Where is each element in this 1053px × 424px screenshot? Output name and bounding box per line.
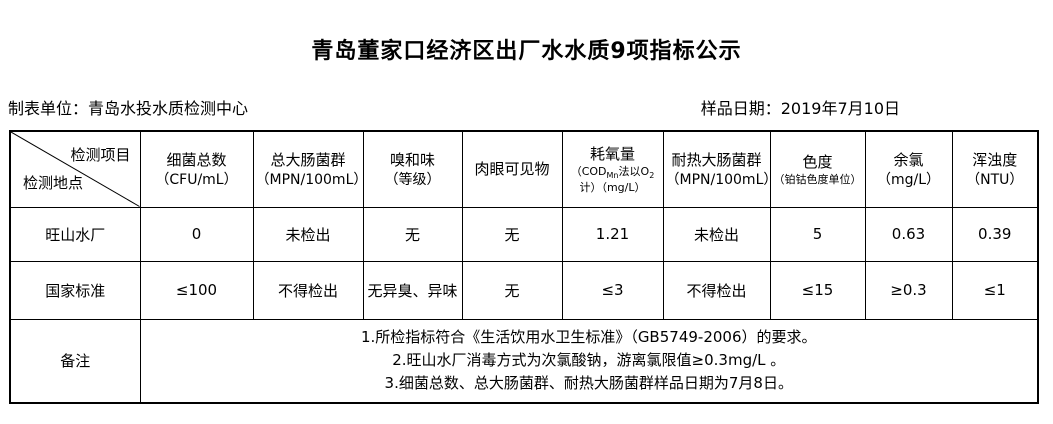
water-quality-table: 检测项目 检测地点 细菌总数 （CFU/mL） 总大肠菌群 （MPN/100mL… bbox=[9, 130, 1039, 404]
table-maker-label: 制表单位：青岛水投水质检测中心 bbox=[8, 99, 249, 118]
table-row-remarks: 备注 1.所检指标符合《生活饮用水卫生标准》（GB5749-2006）的要求。 … bbox=[9, 318, 1039, 404]
remark-line-3: 3.细菌总数、总大肠菌群、耐热大肠菌群样品日期为7月8日。 bbox=[384, 374, 793, 393]
cell-value: 无 bbox=[461, 260, 563, 320]
table-header-row: 检测项目 检测地点 细菌总数 （CFU/mL） 总大肠菌群 （MPN/100mL… bbox=[9, 130, 1039, 208]
corner-label-items: 检测项目 bbox=[70, 146, 131, 164]
row-label: 旺山水厂 bbox=[9, 206, 141, 262]
cell-value: ≤15 bbox=[769, 260, 866, 320]
column-header-turbidity: 浑浊度 （NTU） bbox=[951, 130, 1039, 208]
remark-text-cell: 1.所检指标符合《生活饮用水卫生标准》（GB5749-2006）的要求。 2.旺… bbox=[139, 318, 1039, 404]
corner-label-location: 检测地点 bbox=[23, 173, 84, 192]
cell-value: ≤1 bbox=[951, 260, 1039, 320]
row-label: 国家标准 bbox=[9, 260, 141, 320]
cell-value: 无 bbox=[362, 206, 463, 262]
cell-value: 1.21 bbox=[561, 206, 664, 262]
cell-value: 未检出 bbox=[662, 206, 771, 262]
cell-value: 0.63 bbox=[864, 206, 953, 262]
column-header-total-coliform: 总大肠菌群 （MPN/100mL） bbox=[252, 130, 364, 208]
remark-label: 备注 bbox=[9, 318, 141, 404]
table-row-wangshan-plant: 旺山水厂 0 未检出 无 无 1.21 未检出 5 0.63 0.39 bbox=[9, 206, 1039, 262]
meta-row: 制表单位：青岛水投水质检测中心 样品日期：2019年7月10日 bbox=[0, 95, 1053, 119]
cell-value: 0 bbox=[139, 206, 254, 262]
column-header-bacteria-total: 细菌总数 （CFU/mL） bbox=[139, 130, 254, 208]
remark-line-1: 1.所检指标符合《生活饮用水卫生标准》（GB5749-2006）的要求。 bbox=[361, 327, 817, 346]
cell-value: 不得检出 bbox=[252, 260, 364, 320]
column-header-visible-matter: 肉眼可见物 bbox=[461, 130, 563, 208]
column-header-odor-taste: 嗅和味 （等级） bbox=[362, 130, 463, 208]
sample-date-label: 样品日期：2019年7月10日 bbox=[700, 99, 900, 118]
cell-value: 未检出 bbox=[252, 206, 364, 262]
cell-value: 无异臭、异味 bbox=[362, 260, 463, 320]
cell-value: 无 bbox=[461, 206, 563, 262]
column-header-oxygen-consumption: 耗氧量 （CODMn法以O2计）（mg/L） bbox=[561, 130, 664, 208]
column-header-residual-chlorine: 余氯 （mg/L） bbox=[864, 130, 953, 208]
corner-header-cell: 检测项目 检测地点 bbox=[9, 130, 141, 208]
cell-value: 5 bbox=[769, 206, 866, 262]
cell-value: ≤3 bbox=[561, 260, 664, 320]
oxygen-consumption-unit: （CODMn法以O2计）（mg/L） bbox=[570, 164, 655, 194]
cell-value: 不得检出 bbox=[662, 260, 771, 320]
page-title: 青岛董家口经济区出厂水水质9项指标公示 bbox=[311, 39, 742, 64]
remark-line-2: 2.旺山水厂消毒方式为次氯酸钠，游离氯限值≥0.3mg/L 。 bbox=[392, 351, 786, 370]
column-header-thermotolerant-coliform: 耐热大肠菌群 （MPN/100mL） bbox=[662, 130, 771, 208]
cell-value: ≤100 bbox=[139, 260, 254, 320]
cell-value: 0.39 bbox=[951, 206, 1039, 262]
table-row-national-standard: 国家标准 ≤100 不得检出 无异臭、异味 无 ≤3 不得检出 ≤15 ≥0.3… bbox=[9, 260, 1039, 320]
cell-value: ≥0.3 bbox=[864, 260, 953, 320]
column-header-chromaticity: 色度 （铂钴色度单位） bbox=[769, 130, 866, 208]
diagonal-divider bbox=[11, 132, 140, 207]
